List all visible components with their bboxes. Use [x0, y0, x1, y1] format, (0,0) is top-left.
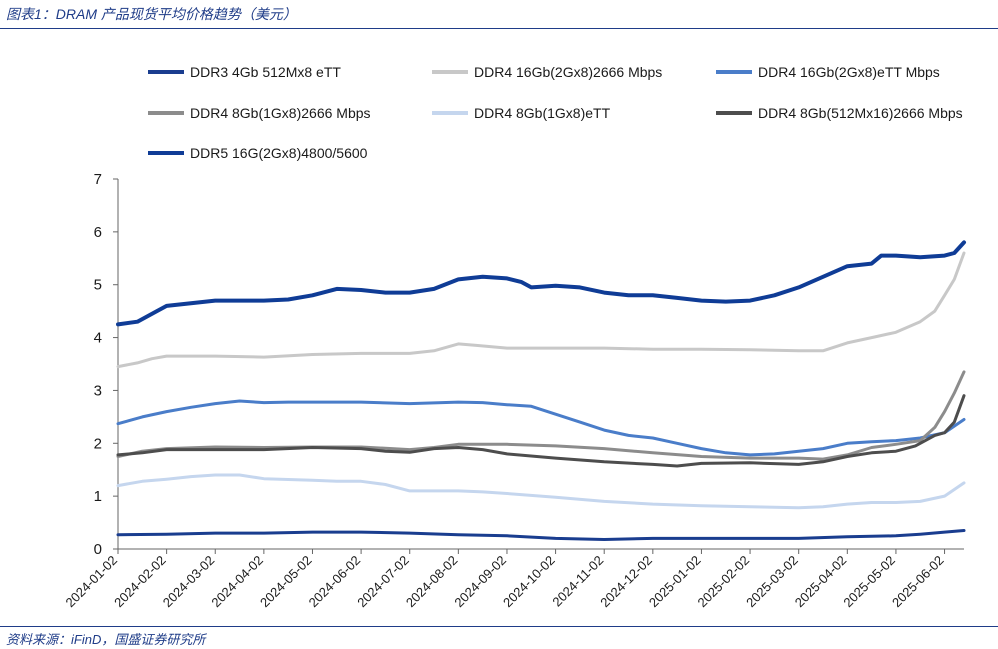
legend-label: DDR4 8Gb(512Mx16)2666 Mbps: [758, 105, 963, 121]
series-line: [116, 370, 966, 461]
x-tick-label: 2025-02-02: [695, 553, 753, 611]
series-line: [116, 529, 966, 541]
series-line: [116, 240, 966, 327]
legend-label: DDR4 16Gb(2Gx8)eTT Mbps: [758, 64, 940, 80]
legend-label: DDR5 16G(2Gx8)4800/5600: [190, 145, 368, 161]
x-tick-label: 2025-03-02: [743, 553, 801, 611]
x-tick-label: 2024-05-02: [257, 553, 315, 611]
x-tick-label: 2025-06-02: [889, 553, 947, 611]
figure-title: 图表1：DRAM 产品现货平均价格趋势（美元）: [6, 6, 297, 22]
x-tick-label: 2024-01-02: [62, 553, 120, 611]
legend-label: DDR4 8Gb(1Gx8)eTT: [474, 105, 611, 121]
y-tick-label: 6: [94, 224, 102, 241]
x-tick-label: 2025-01-02: [646, 553, 704, 611]
x-tick-label: 2024-07-02: [354, 553, 412, 611]
x-tick-label: 2025-04-02: [792, 553, 850, 611]
y-tick-label: 1: [94, 488, 102, 505]
series-line: [116, 399, 966, 457]
source-divider: [0, 626, 998, 627]
x-tick-label: 2024-04-02: [208, 553, 266, 611]
y-tick-label: 2: [94, 435, 102, 452]
series-lines: [116, 240, 966, 541]
x-tick-label: 2024-03-02: [160, 553, 218, 611]
y-tick-label: 5: [94, 277, 102, 294]
x-tick-label: 2024-06-02: [306, 553, 364, 611]
y-tick-label: 7: [94, 171, 102, 188]
source-note: 资料来源：iFinD，国盛证券研究所: [6, 632, 206, 647]
series-line: [116, 473, 966, 510]
y-tick-label: 3: [94, 382, 102, 399]
series-line: [116, 394, 966, 468]
chart-axes: 012345672024-01-022024-02-022024-03-0220…: [62, 171, 964, 610]
y-tick-label: 4: [94, 330, 102, 347]
title-divider: [0, 28, 998, 29]
legend: DDR3 4Gb 512Mx8 eTT DDR4 16Gb(2Gx8)2666 M…: [148, 64, 963, 161]
series-line: [116, 251, 966, 369]
x-tick-label: 2024-09-02: [451, 553, 509, 611]
x-tick-label: 2025-05-02: [840, 553, 898, 611]
x-tick-label: 2024-08-02: [403, 553, 461, 611]
y-tick-label: 0: [94, 541, 102, 558]
x-tick-label: 2024-12-02: [597, 553, 655, 611]
legend-label: DDR4 16Gb(2Gx8)2666 Mbps: [474, 64, 662, 80]
x-tick-label: 2024-10-02: [500, 553, 558, 611]
price-trend-chart: DDR3 4Gb 512Mx8 eTT DDR4 16Gb(2Gx8)2666 M…: [62, 64, 966, 610]
x-tick-label: 2024-02-02: [111, 553, 169, 611]
legend-label: DDR4 8Gb(1Gx8)2666 Mbps: [190, 105, 371, 121]
legend-label: DDR3 4Gb 512Mx8 eTT: [190, 64, 341, 80]
